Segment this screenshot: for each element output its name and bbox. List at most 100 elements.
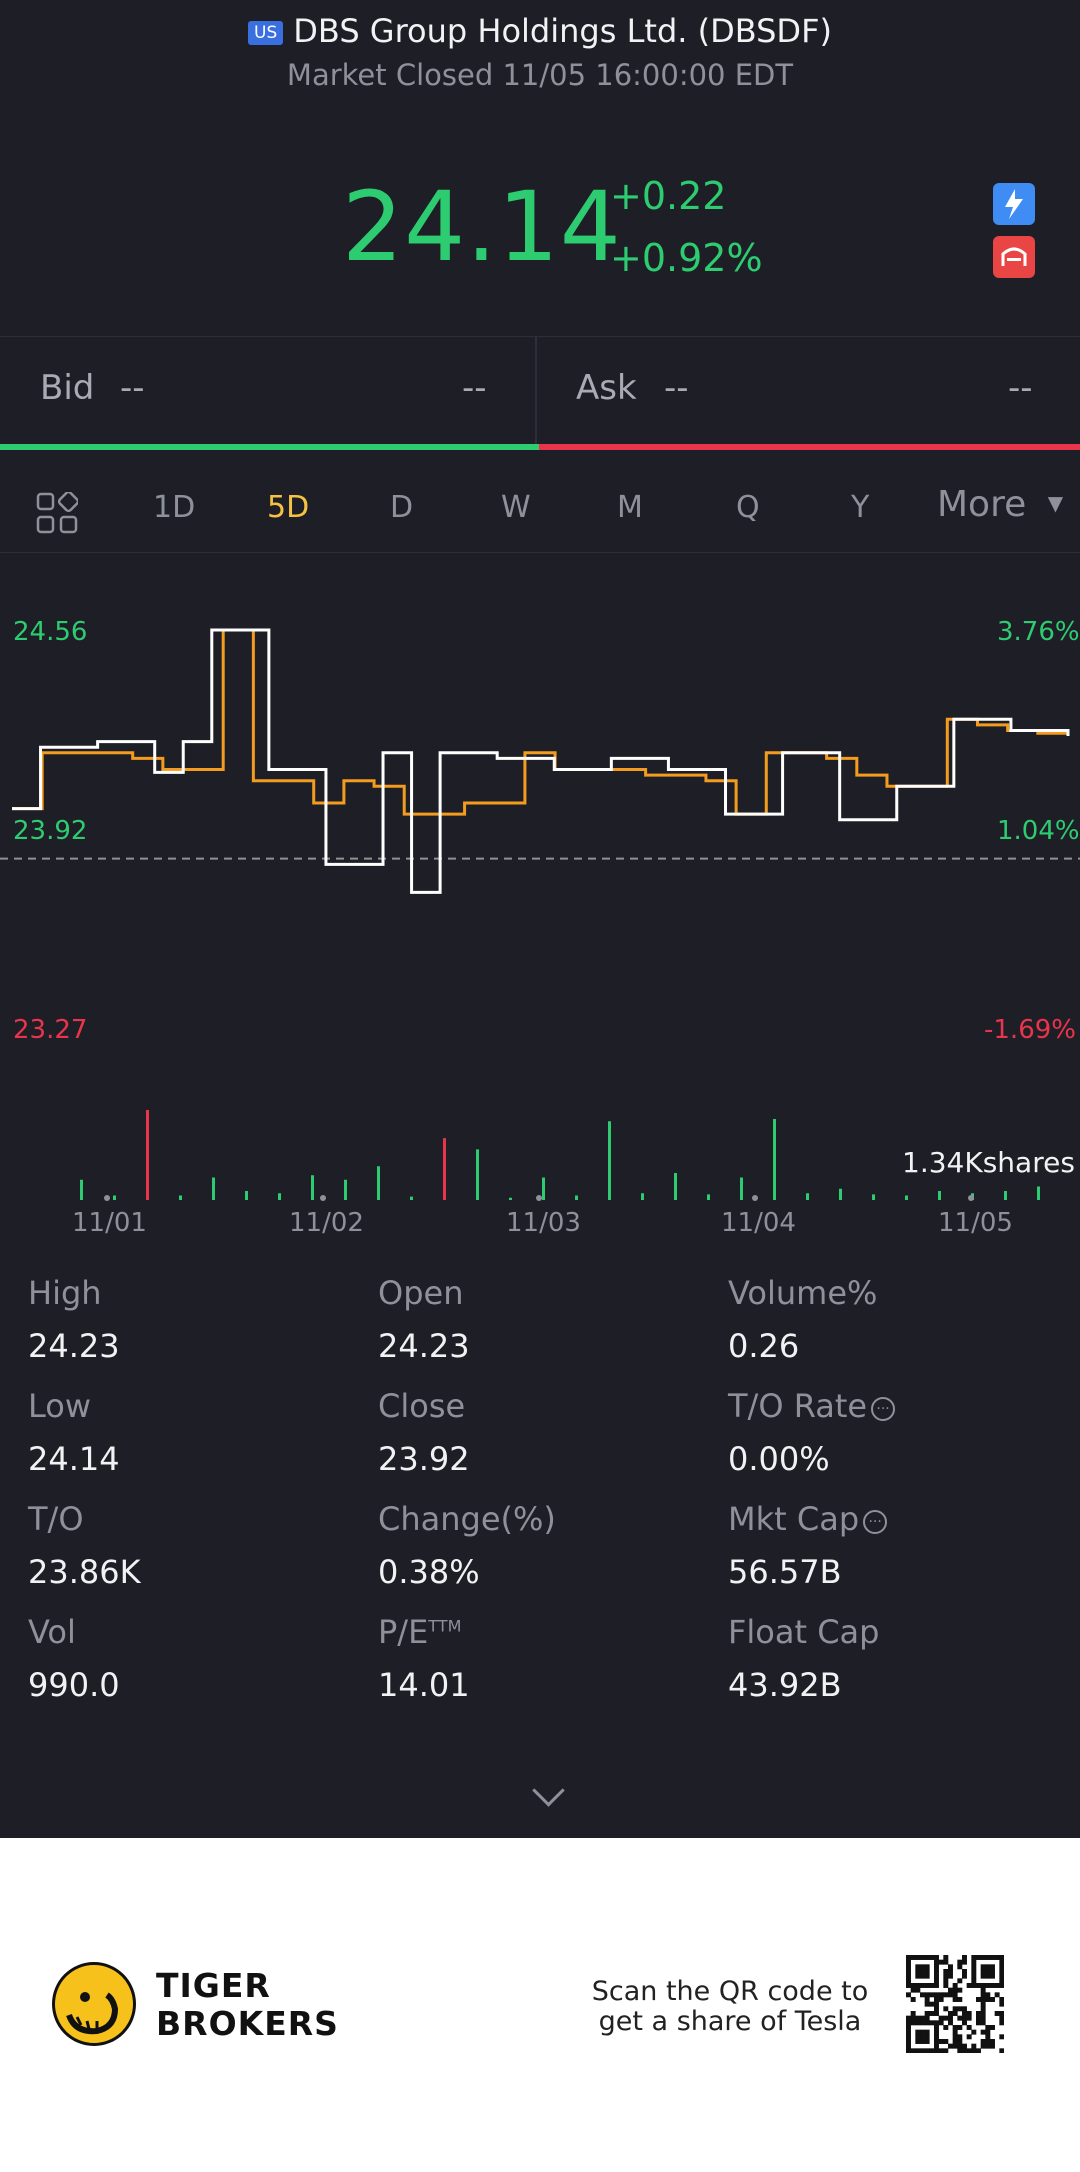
- stat-label-close: Close: [378, 1387, 466, 1425]
- stat-value-change-pct: 0.38%: [378, 1553, 480, 1591]
- day-marker: [104, 1195, 110, 1201]
- volume-bar: [179, 1195, 182, 1200]
- bid-price: --: [120, 368, 145, 408]
- tab-1d[interactable]: 1D: [153, 490, 196, 525]
- volume-bar: [674, 1173, 677, 1200]
- volume-bar: [278, 1193, 281, 1200]
- volume-bar: [905, 1195, 908, 1200]
- volume-bar: [245, 1191, 248, 1200]
- tab-m[interactable]: M: [617, 490, 643, 525]
- y-tick-low: 23.27: [13, 1015, 88, 1045]
- ask-size: --: [1008, 368, 1033, 408]
- tabs-divider: [0, 552, 1080, 553]
- stat-label-to-rate-text: T/O Rate: [728, 1387, 868, 1425]
- pct-tick-high: 3.76%: [997, 617, 1080, 647]
- tab-q[interactable]: Q: [736, 490, 760, 525]
- day-marker: [536, 1195, 542, 1201]
- tab-w[interactable]: W: [501, 490, 531, 525]
- stat-label-low: Low: [28, 1387, 92, 1425]
- stat-label-high: High: [28, 1274, 102, 1312]
- quote-panel: [0, 0, 1080, 1838]
- volume-bar: [740, 1177, 743, 1200]
- scan-line1: Scan the QR code to: [591, 1976, 869, 2007]
- volume-bar: [311, 1175, 314, 1200]
- y-tick-high: 24.56: [13, 617, 88, 647]
- stat-value-close: 23.92: [378, 1440, 470, 1478]
- price-change: +0.22: [610, 174, 727, 218]
- stat-label-pe: P/ETTM: [378, 1613, 461, 1651]
- x-tick-1101: 11/01: [72, 1208, 147, 1238]
- bid-size: --: [462, 368, 487, 408]
- volume-bar: [113, 1195, 116, 1200]
- volume-bar: [839, 1188, 842, 1200]
- volume-label: 1.34Kshares: [902, 1146, 1075, 1179]
- bid-ask-divider: [535, 336, 537, 444]
- stat-label-float-cap: Float Cap: [728, 1613, 880, 1651]
- qr-code[interactable]: [906, 1955, 1005, 2054]
- day-marker: [752, 1195, 758, 1201]
- pct-tick-low: -1.69%: [984, 1015, 1076, 1045]
- pct-tick-mid: 1.04%: [997, 816, 1080, 846]
- stat-label-pe-sup: TTM: [428, 1616, 462, 1636]
- volume-bar: [542, 1177, 545, 1200]
- tab-d[interactable]: D: [390, 490, 414, 525]
- volume-bar: [806, 1193, 809, 1200]
- stat-value-high: 24.23: [28, 1327, 120, 1365]
- x-tick-1105: 11/05: [938, 1208, 1013, 1238]
- volume-bar: [80, 1179, 83, 1200]
- volume-bar: [212, 1177, 215, 1200]
- volume-bar: [509, 1197, 512, 1200]
- volume-bar: [641, 1193, 644, 1200]
- period-tabs: 1D 5D D W M Q Y More ▼: [0, 470, 1080, 552]
- tab-5d[interactable]: 5D: [267, 490, 310, 525]
- volume-bar: [443, 1138, 446, 1200]
- bid-label: Bid: [40, 368, 95, 408]
- bid-strength-bar: [0, 444, 539, 450]
- stat-label-change-pct: Change(%): [378, 1500, 556, 1538]
- x-tick-1102: 11/02: [289, 1208, 364, 1238]
- stock-name: DBS Group Holdings Ltd. (DBSDF): [293, 12, 832, 50]
- stat-value-pe: 14.01: [378, 1666, 470, 1704]
- layout-grid-icon[interactable]: [36, 490, 80, 538]
- stat-label-pe-text: P/E: [378, 1613, 429, 1651]
- stat-label-open: Open: [378, 1274, 464, 1312]
- day-marker: [320, 1195, 326, 1201]
- stat-label-mkt-cap: Mkt Cap ···: [728, 1500, 888, 1538]
- brand-line1: TIGER: [156, 1966, 271, 2005]
- scan-line2: get a share of Tesla: [598, 2006, 862, 2037]
- tab-more-label: More: [937, 484, 1027, 525]
- volume-bar: [476, 1149, 479, 1200]
- tab-y[interactable]: Y: [851, 490, 870, 525]
- ask-price: --: [664, 368, 689, 408]
- day-marker: [968, 1195, 974, 1201]
- stat-value-volume-pct: 0.26: [728, 1327, 800, 1365]
- stock-title: US DBS Group Holdings Ltd. (DBSDF): [0, 12, 1080, 50]
- promo-footer: [0, 1838, 1080, 2172]
- stat-value-float-cap: 43.92B: [728, 1666, 842, 1704]
- market-icon[interactable]: [993, 236, 1035, 278]
- stat-label-volume-pct: Volume%: [728, 1274, 878, 1312]
- volume-bar: [377, 1166, 380, 1200]
- volume-bar: [410, 1196, 413, 1200]
- stat-value-low: 24.14: [28, 1440, 120, 1478]
- volume-bar: [1037, 1186, 1040, 1200]
- stat-label-mkt-cap-text: Mkt Cap: [728, 1500, 860, 1538]
- volume-bar: [1004, 1191, 1007, 1200]
- volume-bar: [146, 1110, 149, 1200]
- price-change-pct: +0.92%: [610, 236, 763, 280]
- tab-more[interactable]: More ▼: [937, 484, 1063, 525]
- price-chart[interactable]: [0, 560, 1080, 1260]
- ask-strength-bar: [539, 444, 1080, 450]
- market-badge: US: [248, 21, 284, 45]
- stat-value-to: 23.86K: [28, 1553, 141, 1591]
- tiger-logo-icon: [52, 1962, 136, 2046]
- volume-bar: [872, 1194, 875, 1200]
- stat-value-mkt-cap: 56.57B: [728, 1553, 842, 1591]
- x-tick-1103: 11/03: [506, 1208, 581, 1238]
- stat-label-to: T/O: [28, 1500, 84, 1538]
- more-info-icon[interactable]: ···: [863, 1510, 888, 1534]
- bid-ask-row: [0, 336, 1080, 445]
- more-info-icon[interactable]: ···: [871, 1397, 896, 1421]
- market-status: Market Closed 11/05 16:00:00 EDT: [286, 58, 794, 92]
- flash-icon[interactable]: [993, 183, 1035, 225]
